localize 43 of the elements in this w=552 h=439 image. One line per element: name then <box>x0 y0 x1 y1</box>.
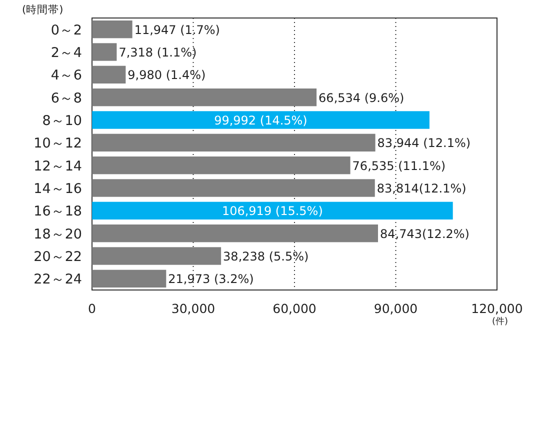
data-label: 84,743(12.2%) <box>380 226 470 241</box>
bar <box>92 179 375 197</box>
x-tick-label: 60,000 <box>272 301 316 316</box>
y-tick-label: 18～20 <box>34 226 82 242</box>
y-tick-label: 0～2 <box>50 22 82 38</box>
data-label: 7,318 (1.1%) <box>118 46 197 60</box>
data-label: 9,980 (1.4%) <box>128 68 206 82</box>
y-tick-label: 14～16 <box>34 181 82 197</box>
y-tick-label: 22～24 <box>34 272 82 288</box>
bar <box>92 20 132 38</box>
data-label: 99,992 (14.5%) <box>214 114 308 128</box>
data-label: 21,973 (3.2%) <box>168 272 254 286</box>
bar <box>92 88 317 106</box>
y-axis-title: (時間帯) <box>22 3 64 16</box>
x-tick-label: 120,000 <box>471 301 523 316</box>
y-tick-label: 20～22 <box>34 249 82 265</box>
data-label: 66,534 (9.6%) <box>318 90 404 105</box>
x-tick-label: 30,000 <box>171 301 216 316</box>
data-label: 106,919 (15.5%) <box>222 204 323 218</box>
y-tick-label: 8～10 <box>42 113 82 129</box>
data-label: 76,535 (11.1%) <box>352 158 446 173</box>
y-tick-label: 12～14 <box>34 158 82 174</box>
bar <box>92 224 378 242</box>
x-tick-label: 0 <box>88 301 96 316</box>
y-tick-label: 10～12 <box>34 136 82 152</box>
bar <box>92 270 166 288</box>
bar <box>92 111 430 129</box>
y-tick-label: 4～6 <box>50 68 82 84</box>
bar <box>92 202 453 220</box>
bar <box>92 134 376 152</box>
bar <box>92 156 350 174</box>
x-axis-title: (件) <box>492 316 508 327</box>
y-tick-label: 16～18 <box>34 204 82 220</box>
data-label: 11,947 (1.7%) <box>134 22 220 37</box>
y-tick-label: 2～4 <box>50 45 82 61</box>
bar <box>92 43 117 61</box>
data-label: 83,944 (12.1%) <box>377 136 471 150</box>
bar <box>92 247 222 265</box>
y-tick-label: 6～8 <box>50 90 82 106</box>
data-label: 83,814(12.1%) <box>376 182 466 196</box>
x-tick-label: 90,000 <box>374 301 418 316</box>
bar <box>92 66 126 84</box>
data-label: 38,238 (5.5%) <box>223 250 309 264</box>
